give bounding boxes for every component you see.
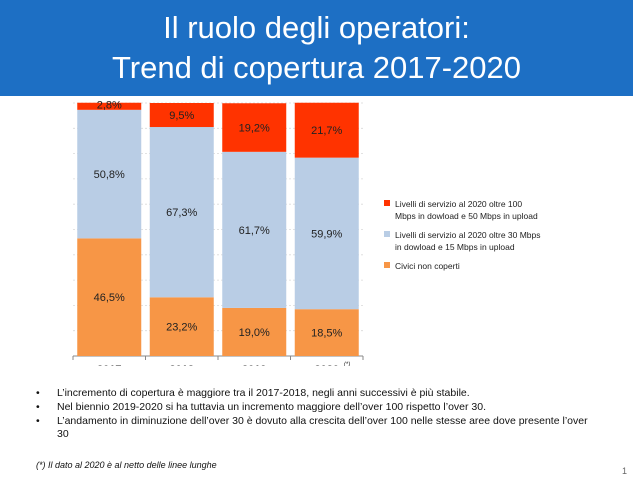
note-text: L’incremento di copertura è maggiore tra…: [57, 387, 470, 399]
data-label: 9,5%: [169, 110, 194, 122]
bar-segment: [294, 309, 359, 356]
legend-item-not-covered: Civici non coperti: [384, 260, 584, 272]
page-title-line-2: Trend di copertura 2017-2020: [111, 50, 521, 85]
legend-item-over-100: Livelli di servizio al 2020 oltre 100 Mb…: [384, 198, 584, 222]
x-tick-label: 2018: [170, 364, 194, 366]
legend-label-over-30-line1: Livelli di servizio al 2020 oltre 30 Mbp…: [395, 230, 541, 240]
x-tick-label: 2017: [97, 364, 121, 366]
bar-segment: [149, 127, 214, 298]
data-label: 2,8%: [97, 100, 122, 112]
legend-label-over-30-line2: in dowload e 15 Mbps in upload: [395, 242, 515, 252]
legend-label-over-100-line1: Livelli di servizio al 2020 oltre 100: [395, 199, 523, 209]
title-banner: Il ruolo degli operatori: Trend di coper…: [0, 0, 633, 96]
page-number: 1: [621, 466, 627, 476]
note-item: • Nel biennio 2019-2020 si ha tuttavia un…: [36, 401, 596, 414]
chart-legend: Livelli di servizio al 2020 oltre 100 Mb…: [384, 198, 584, 279]
bar-segment: [149, 297, 214, 356]
bar-segment: [222, 307, 287, 356]
data-label: 19,2%: [239, 123, 270, 135]
x-tick-superscript: (*): [344, 362, 350, 366]
legend-label-not-covered: Civici non coperti: [395, 261, 460, 271]
data-label: 23,2%: [166, 322, 197, 334]
data-label: 67,3%: [166, 207, 197, 219]
data-label: 50,8%: [94, 169, 125, 181]
page-title-line-1: Il ruolo degli operatori:: [163, 10, 470, 45]
legend-swatch-over-30: [384, 231, 390, 237]
bar-segment: [77, 109, 142, 239]
note-item: • L’incremento di copertura è maggiore tr…: [36, 387, 596, 400]
legend-swatch-over-100: [384, 200, 390, 206]
notes-list: • L’incremento di copertura è maggiore tr…: [36, 387, 596, 442]
footnote: (*) Il dato al 2020 è al netto delle lin…: [36, 460, 217, 470]
legend-swatch-not-covered: [384, 262, 390, 268]
x-tick-label: 2020: [315, 364, 339, 366]
bar-segment: [149, 103, 214, 128]
bar-segment: [77, 238, 142, 356]
bullet-icon: •: [36, 401, 40, 413]
note-text: Nel biennio 2019-2020 si ha tuttavia un …: [57, 401, 487, 413]
note-item: • L’andamento in diminuzione dell’over 30…: [36, 415, 596, 441]
data-label: 61,7%: [239, 225, 270, 237]
stacked-bar-chart: 46,5% 50,8% 2,8% 2017 23,2% 67,3% 9,5% 2018 19,0…: [72, 100, 364, 366]
bullet-icon: •: [36, 415, 40, 427]
data-label: 59,9%: [311, 228, 342, 240]
legend-label-over-100-line2: Mbps in dowload e 50 Mbps in upload: [395, 211, 538, 221]
data-label: 18,5%: [311, 328, 342, 340]
bar-segment: [222, 103, 287, 152]
data-label: 46,5%: [94, 292, 125, 304]
legend-item-over-30: Livelli di servizio al 2020 oltre 30 Mbp…: [384, 229, 584, 253]
bullet-icon: •: [36, 387, 40, 399]
bar-segment: [222, 151, 287, 308]
data-label: 19,0%: [239, 327, 270, 339]
bar-segment: [77, 102, 142, 110]
x-tick-label: 2019: [242, 364, 266, 366]
bar-segment: [294, 102, 359, 158]
data-label: 21,7%: [311, 125, 342, 137]
note-text: L’andamento in diminuzione dell’over 30 …: [57, 415, 588, 440]
bar-segment: [294, 157, 359, 310]
